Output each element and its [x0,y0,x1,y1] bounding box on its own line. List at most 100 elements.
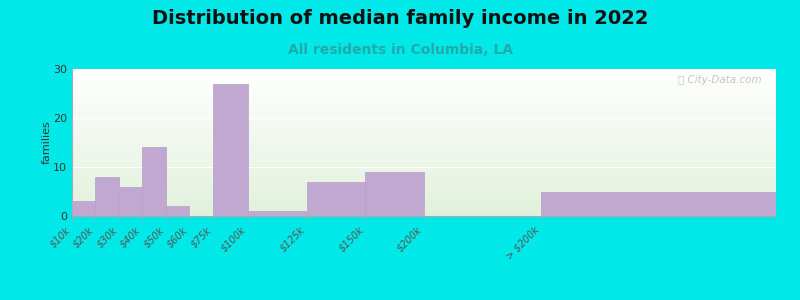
Bar [72,176,776,178]
Bar [72,187,776,188]
Bar [72,131,776,132]
Bar [72,150,776,151]
Bar [72,182,776,184]
Y-axis label: families: families [42,121,52,164]
Bar [72,147,776,148]
Bar [248,211,306,216]
Bar [72,82,776,84]
Bar [72,136,776,138]
Bar [72,191,776,193]
Bar [72,126,776,128]
Bar [72,115,776,116]
Bar [72,112,776,113]
Bar [72,178,776,179]
Bar [72,128,776,129]
Bar [306,182,366,216]
Bar [72,151,776,153]
Bar [72,100,776,101]
Bar [72,212,776,213]
Bar [72,162,776,163]
Bar [72,103,776,104]
Bar [72,98,776,100]
Bar [72,88,776,90]
Bar [72,157,776,159]
Bar [72,207,776,208]
Bar [72,118,776,119]
Bar [72,201,95,216]
Bar [72,144,776,146]
Bar [72,75,776,76]
Bar [72,194,776,195]
Text: All residents in Columbia, LA: All residents in Columbia, LA [287,44,513,58]
Bar [72,134,776,135]
Bar [72,210,776,212]
Bar [72,141,776,142]
Bar [72,106,776,107]
Bar [72,169,776,170]
Bar [72,101,776,103]
Bar [72,193,776,194]
Bar [72,92,776,94]
Bar [72,170,776,172]
Bar [72,173,776,175]
Bar [72,179,776,181]
Bar [72,90,776,91]
Bar [72,123,776,125]
Bar [72,184,776,185]
Bar [72,213,776,214]
Bar [72,129,776,131]
Bar [72,79,776,81]
Bar [72,185,776,187]
Bar [72,120,776,122]
Bar [72,160,776,162]
Bar [72,119,776,120]
Bar [72,201,776,203]
Bar [72,164,776,166]
Bar [72,110,776,112]
Bar [72,132,776,134]
Bar [72,113,776,115]
Bar [72,181,776,182]
Bar [72,190,776,191]
Bar [213,84,248,216]
Bar [72,146,776,147]
Bar [72,104,776,106]
Bar [72,206,776,207]
Bar [72,70,776,72]
Bar [72,197,776,198]
Bar [72,200,776,201]
Bar [72,95,776,97]
Bar [72,142,776,144]
Bar [72,166,776,167]
Bar [72,72,776,74]
Bar [72,69,776,70]
Bar [72,109,776,110]
Bar [542,191,776,216]
Bar [72,188,776,190]
Bar [142,147,166,216]
Bar [119,187,142,216]
Bar [72,107,776,109]
Bar [72,172,776,173]
Bar [72,116,776,118]
Bar [95,177,119,216]
Bar [166,206,190,216]
Bar [72,153,776,154]
Bar [72,84,776,85]
Bar [72,122,776,123]
Bar [72,97,776,98]
Bar [72,138,776,140]
Bar [72,156,776,157]
Bar [72,85,776,87]
Bar [72,140,776,141]
Bar [72,154,776,156]
Bar [72,195,776,197]
Bar [72,78,776,79]
Bar [366,172,424,216]
Bar [72,135,776,136]
Text: Distribution of median family income in 2022: Distribution of median family income in … [152,9,648,28]
Bar [72,159,776,160]
Text: ⓘ City-Data.com: ⓘ City-Data.com [678,75,762,85]
Bar [72,163,776,164]
Bar [72,74,776,75]
